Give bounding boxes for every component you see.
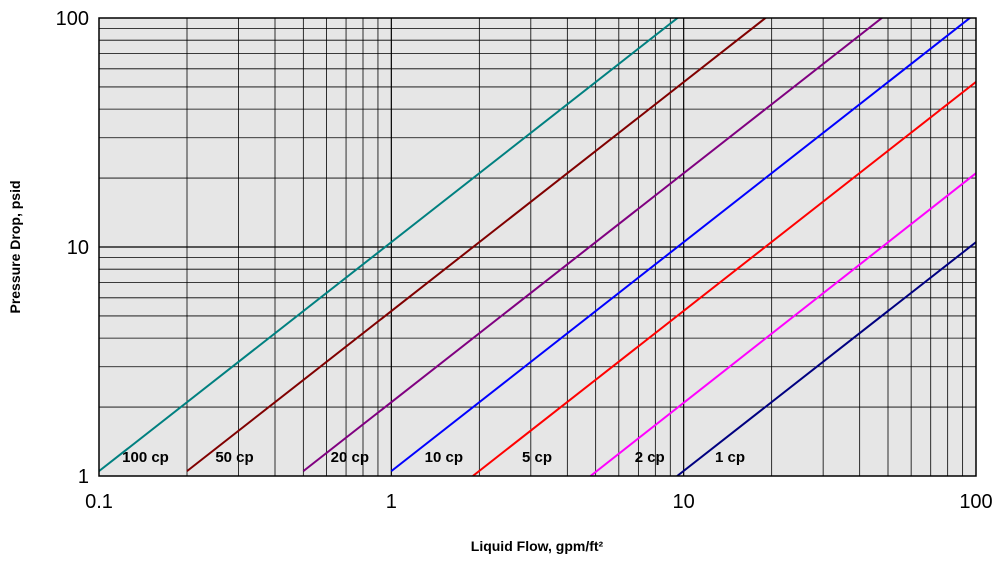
y-axis-title: Pressure Drop, psid <box>7 180 23 313</box>
x-axis-ticks: 0.1 1 10 100 <box>85 491 993 513</box>
x-tick-label: 100 <box>959 491 992 513</box>
plot-frame <box>98 17 977 477</box>
series-line-100-cp <box>99 18 680 472</box>
series-label: 1 cp <box>715 449 745 466</box>
x-tick-label: 1 <box>386 491 397 513</box>
x-axis-title: Liquid Flow, gpm/ft² <box>471 538 604 554</box>
y-axis-ticks: 1 10 100 <box>56 8 89 488</box>
series-label: 100 cp <box>122 449 169 466</box>
series-label: 20 cp <box>331 449 369 466</box>
series-label: 5 cp <box>522 449 552 466</box>
y-tick-label: 10 <box>67 237 89 259</box>
series-label: 10 cp <box>425 449 463 466</box>
grid-lines <box>99 18 976 476</box>
y-tick-label: 1 <box>78 466 89 488</box>
series-labels: 100 cp 50 cp 20 cp 10 cp 5 cp 2 cp 1 cp <box>122 449 745 466</box>
series-line-5-cp <box>472 81 976 476</box>
series-line-2-cp <box>589 172 976 476</box>
x-tick-label: 0.1 <box>85 491 113 513</box>
series-line-10-cp <box>390 18 972 472</box>
y-tick-label: 100 <box>56 8 89 30</box>
series-label: 2 cp <box>635 449 665 466</box>
series-line-1-cp <box>676 241 976 476</box>
series-label: 50 cp <box>215 449 253 466</box>
series-lines <box>99 18 976 476</box>
series-line-20-cp <box>302 18 884 472</box>
x-tick-label: 10 <box>673 491 695 513</box>
series-line-50-cp <box>186 18 768 472</box>
